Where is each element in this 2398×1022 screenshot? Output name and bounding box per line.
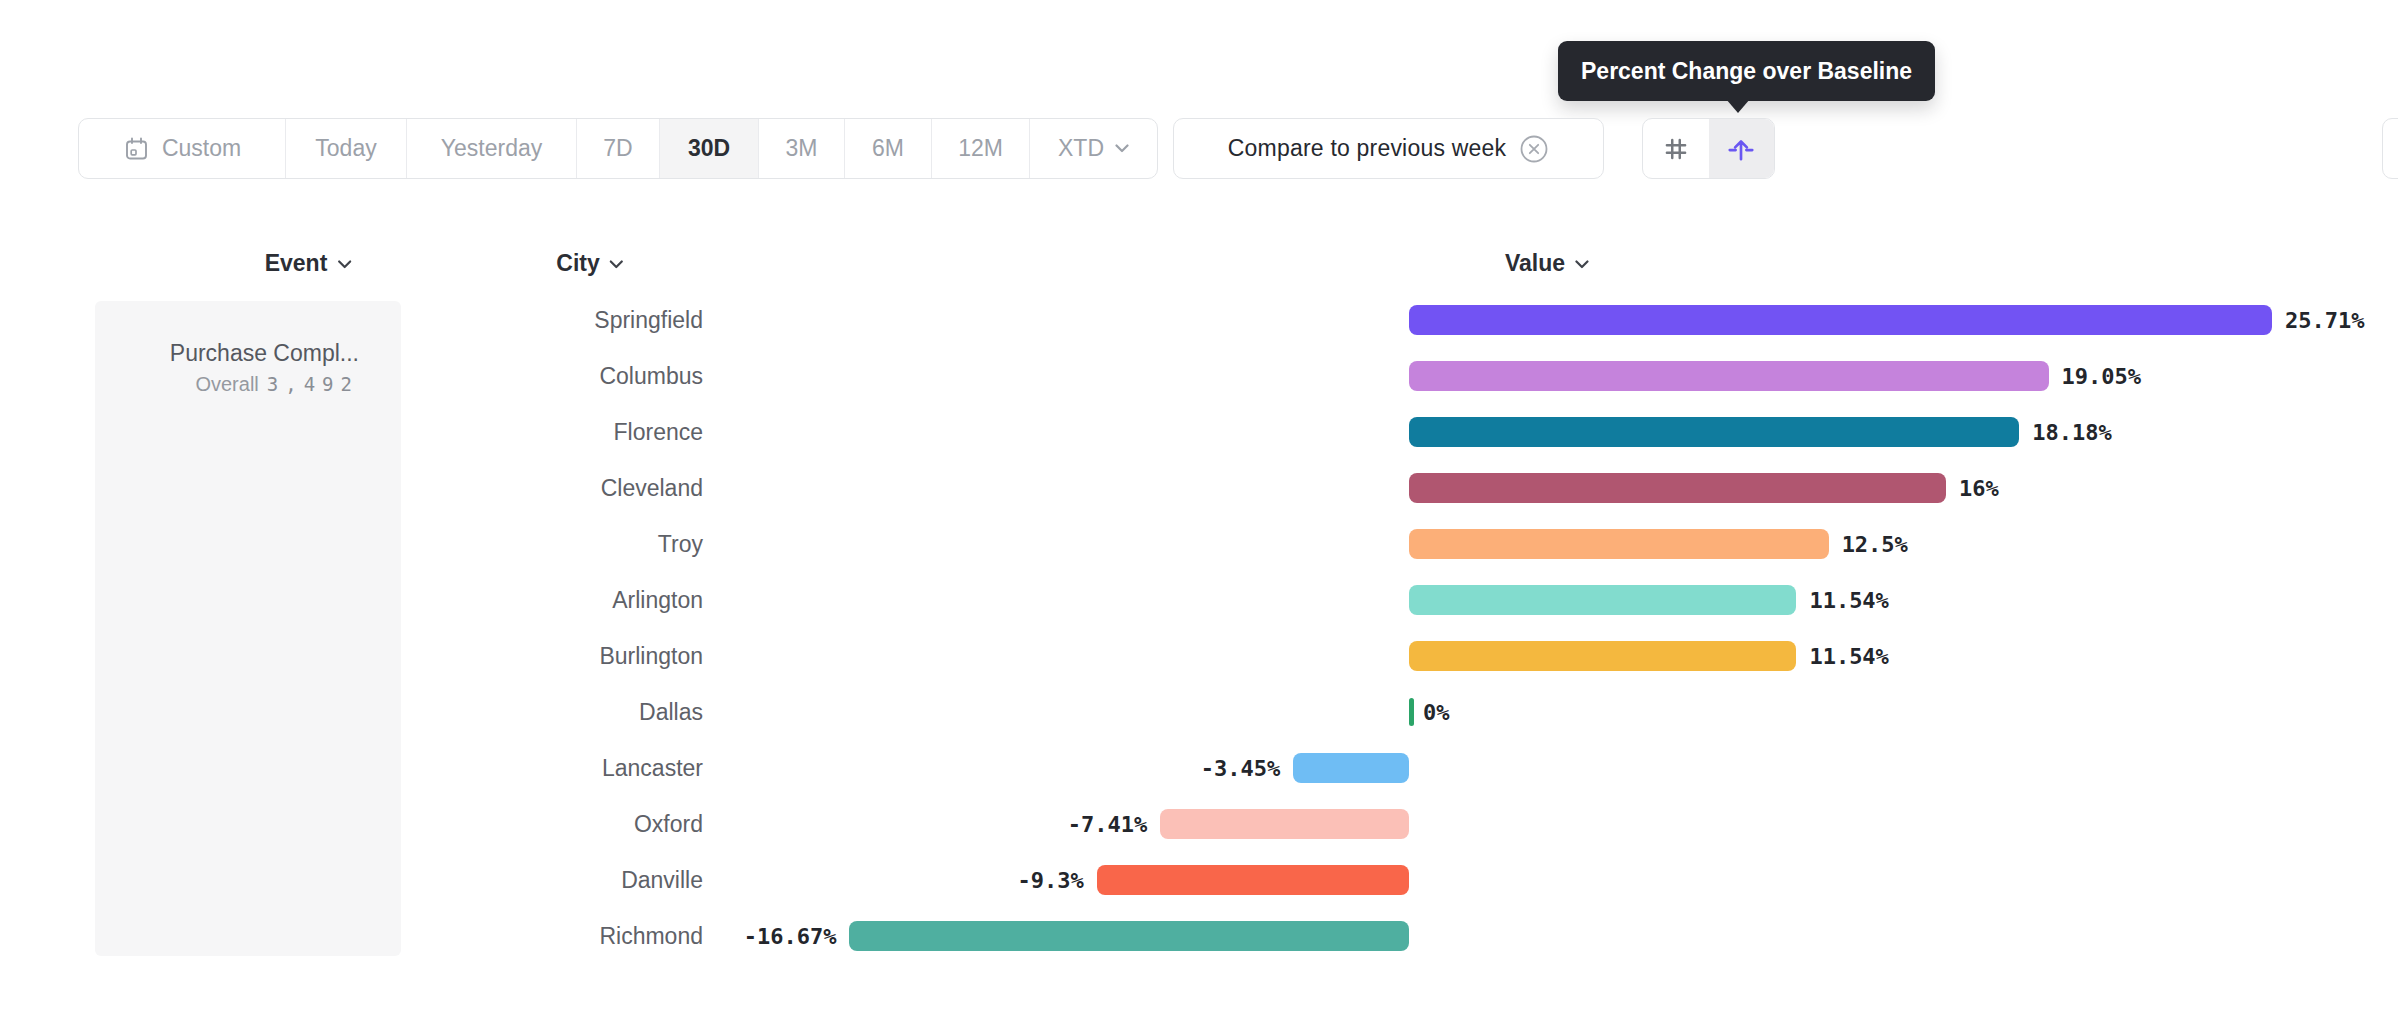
tooltip-caret-icon: [1726, 99, 1750, 113]
date-range-button-yesterday[interactable]: Yesterday: [406, 119, 576, 178]
bar-value-label: 25.71%: [2285, 292, 2364, 348]
bar[interactable]: [1409, 305, 2272, 335]
bar-value-label: -7.41%: [1068, 796, 1147, 852]
date-range-label: XTD: [1058, 135, 1104, 162]
chart-row: Springfield 25.71%: [0, 292, 2398, 348]
bar-value-label: 0%: [1423, 684, 1450, 740]
bar-value-label: 11.54%: [1809, 628, 1888, 684]
chart-row: Burlington 11.54%: [0, 628, 2398, 684]
zero-bar-tick[interactable]: [1409, 698, 1414, 726]
date-range-label: 7D: [603, 135, 632, 162]
compare-chip[interactable]: Compare to previous week: [1173, 118, 1604, 179]
bar-value-label: 11.54%: [1809, 572, 1888, 628]
date-range-button-custom[interactable]: Custom: [79, 119, 285, 178]
column-header-label: City: [556, 250, 599, 277]
date-range-label: Custom: [162, 135, 241, 162]
chart-row: Columbus 19.05%: [0, 348, 2398, 404]
city-label: Richmond: [0, 908, 703, 964]
tooltip-text: Percent Change over Baseline: [1581, 58, 1912, 85]
chart-row: Danville -9.3%: [0, 852, 2398, 908]
percent-change-view-button[interactable]: [1709, 119, 1775, 178]
bar[interactable]: [1409, 529, 1829, 559]
compare-chip-label: Compare to previous week: [1228, 135, 1506, 162]
chevron-down-icon: [1575, 260, 1589, 269]
tooltip: Percent Change over Baseline: [1558, 41, 1935, 101]
bar-value-label: 12.5%: [1842, 516, 1908, 572]
bar-value-label: -9.3%: [1018, 852, 1084, 908]
city-label: Springfield: [0, 292, 703, 348]
date-range-label: 30D: [688, 135, 730, 162]
date-range-label: Yesterday: [441, 135, 542, 162]
date-range-button-6m[interactable]: 6M: [844, 119, 931, 178]
date-range-button-today[interactable]: Today: [285, 119, 406, 178]
bar[interactable]: [1409, 585, 1796, 615]
column-header-city[interactable]: City: [556, 245, 623, 281]
chart-row: Dallas 0%: [0, 684, 2398, 740]
column-header-value[interactable]: Value: [1505, 245, 1589, 281]
city-label: Florence: [0, 404, 703, 460]
value-display-toggle: [1642, 118, 1775, 179]
bar-chart: Springfield 25.71% Columbus 19.05% Florence 1…: [0, 292, 2398, 964]
chevron-down-icon: [337, 260, 351, 269]
chevron-down-icon: [1115, 144, 1129, 153]
bar-value-label: 18.18%: [2032, 404, 2111, 460]
bar[interactable]: [1409, 641, 1796, 671]
date-range-toolbar: Custom Today Yesterday 7D 30D 3M 6M 12M XTD: [78, 118, 1158, 179]
city-label: Dallas: [0, 684, 703, 740]
date-range-button-7d[interactable]: 7D: [576, 119, 659, 178]
city-label: Danville: [0, 852, 703, 908]
clipped-button-group[interactable]: [2382, 118, 2398, 179]
city-label: Cleveland: [0, 460, 703, 516]
number-view-button[interactable]: [1643, 119, 1709, 178]
date-range-label: Today: [315, 135, 376, 162]
date-range-label: 12M: [958, 135, 1003, 162]
hash-icon: [1661, 134, 1691, 164]
percent-change-icon: [1726, 134, 1756, 164]
city-label: Troy: [0, 516, 703, 572]
bar-value-label: 19.05%: [2062, 348, 2141, 404]
bar[interactable]: [1409, 473, 1946, 503]
bar[interactable]: [1409, 361, 2049, 391]
date-range-label: 3M: [786, 135, 818, 162]
bar[interactable]: [1409, 417, 2019, 447]
date-range-button-3m[interactable]: 3M: [758, 119, 844, 178]
column-header-event[interactable]: Event: [265, 245, 352, 281]
date-range-button-xtd[interactable]: XTD: [1029, 119, 1157, 178]
bar-value-label: 16%: [1959, 460, 1999, 516]
city-label: Arlington: [0, 572, 703, 628]
city-label: Burlington: [0, 628, 703, 684]
bar[interactable]: [849, 921, 1409, 951]
calendar-icon: [123, 135, 151, 163]
bar[interactable]: [1293, 753, 1409, 783]
date-range-button-12m[interactable]: 12M: [931, 119, 1029, 178]
bar[interactable]: [1097, 865, 1409, 895]
chart-row: Oxford -7.41%: [0, 796, 2398, 852]
chart-row: Lancaster -3.45%: [0, 740, 2398, 796]
chart-row: Richmond -16.67%: [0, 908, 2398, 964]
bar-value-label: -3.45%: [1201, 740, 1280, 796]
date-range-label: 6M: [872, 135, 904, 162]
chart-row: Troy 12.5%: [0, 516, 2398, 572]
column-header-label: Event: [265, 250, 328, 277]
chart-row: Cleveland 16%: [0, 460, 2398, 516]
date-range-button-30d[interactable]: 30D: [659, 119, 758, 178]
chevron-down-icon: [610, 260, 624, 269]
chart-row: Florence 18.18%: [0, 404, 2398, 460]
bar[interactable]: [1160, 809, 1409, 839]
city-label: Columbus: [0, 348, 703, 404]
column-header-label: Value: [1505, 250, 1565, 277]
analytics-chart-page: Percent Change over Baseline Custom Today…: [0, 0, 2398, 1022]
bar-value-label: -16.67%: [744, 908, 837, 964]
city-label: Oxford: [0, 796, 703, 852]
chart-row: Arlington 11.54%: [0, 572, 2398, 628]
city-label: Lancaster: [0, 740, 703, 796]
circle-x-icon[interactable]: [1519, 134, 1549, 164]
